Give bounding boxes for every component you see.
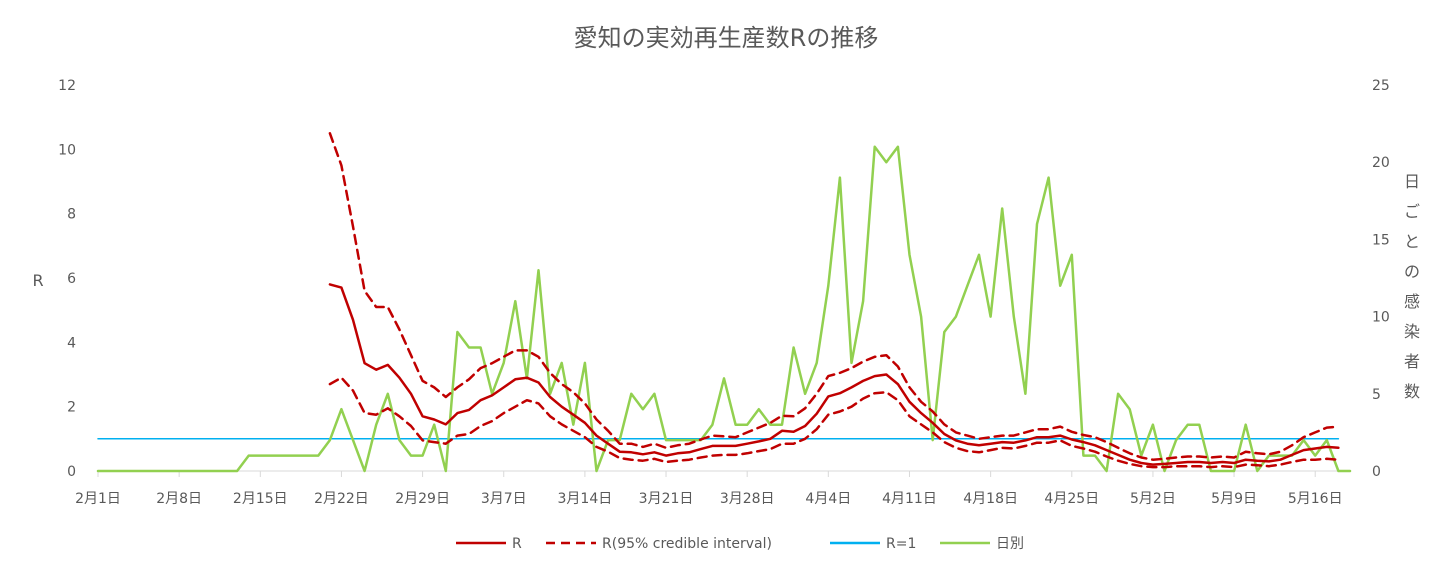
- chart-title: 愛知の実効再生産数Rの推移: [574, 24, 879, 52]
- x-tick-label: 3月21日: [639, 491, 694, 507]
- y-tick-label-left: 4: [67, 335, 76, 351]
- x-tick-label: 2月1日: [75, 491, 121, 507]
- y-axis-right-label-char: 染: [1404, 322, 1420, 341]
- y-axis-right-label-char: 感: [1404, 292, 1420, 311]
- x-tick-label: 3月28日: [720, 491, 775, 507]
- legend-label: R(95% credible interval): [602, 536, 772, 552]
- y-tick-label-right: 5: [1372, 387, 1381, 403]
- x-tick-label: 4月18日: [963, 491, 1018, 507]
- y-axis-left-label: R: [32, 271, 43, 290]
- x-tick-label: 4月25日: [1044, 491, 1099, 507]
- x-tick-label: 4月4日: [805, 491, 851, 507]
- series-daily-cases-line: [96, 145, 1352, 473]
- y-axis-right-label-char: 日: [1404, 172, 1420, 191]
- y-tick-label-right: 15: [1372, 232, 1390, 248]
- y-axis-right-label-char: の: [1404, 262, 1420, 281]
- legend-label: R=1: [886, 536, 916, 552]
- y-tick-label-left: 2: [67, 400, 76, 416]
- series-r-line: [328, 283, 1340, 466]
- y-tick-label-right: 20: [1372, 155, 1390, 171]
- y-tick-label-right: 25: [1372, 78, 1390, 94]
- x-tick-label: 5月2日: [1130, 491, 1176, 507]
- series-ci-upper-line: [328, 132, 1340, 461]
- y-axis-right-ticks: 0 5 10 15 20 25: [1372, 78, 1390, 480]
- x-tick-label: 5月9日: [1211, 491, 1257, 507]
- x-tick-label: 2月8日: [156, 491, 202, 507]
- x-tick-label: 2月22日: [314, 491, 369, 507]
- x-tick-label: 3月7日: [481, 491, 527, 507]
- x-tick-label: 2月29日: [395, 491, 450, 507]
- x-tick-label: 2月15日: [233, 491, 288, 507]
- y-axis-right-label-char: 数: [1404, 382, 1420, 401]
- y-tick-label-left: 6: [67, 271, 76, 287]
- y-tick-label-left: 0: [67, 464, 76, 480]
- x-axis: 2月1日 2月8日 2月15日 2月22日 2月29日 3月7日 3月14日 3月21日 3月2…: [75, 470, 1350, 507]
- x-tick-label: 4月11日: [882, 491, 937, 507]
- legend-label: 日別: [996, 536, 1024, 552]
- x-tick-label: 5月16日: [1288, 491, 1343, 507]
- y-tick-label-left: 12: [58, 78, 76, 94]
- y-tick-label-right: 0: [1372, 464, 1381, 480]
- legend: R R(95% credible interval) R=1 日別: [456, 536, 1024, 552]
- y-axis-right-label-char: ご: [1404, 202, 1420, 221]
- legend-label: R: [512, 536, 522, 552]
- series-layer: [96, 132, 1352, 473]
- series-ci-lower-line: [328, 376, 1340, 469]
- y-tick-label-left: 10: [58, 142, 76, 158]
- y-axis-right-label-char: と: [1404, 232, 1420, 251]
- x-tick-label: 3月14日: [558, 491, 613, 507]
- y-axis-right-label-char: 者: [1404, 352, 1420, 371]
- y-tick-label-left: 8: [67, 207, 76, 223]
- y-tick-label-right: 10: [1372, 310, 1390, 326]
- y-axis-left-ticks: 0 2 4 6 8 10 12: [58, 78, 76, 480]
